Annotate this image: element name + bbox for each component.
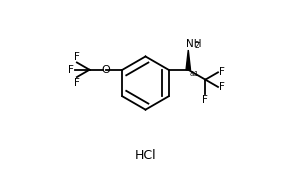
Polygon shape — [186, 50, 191, 70]
Text: O: O — [101, 65, 110, 75]
Text: F: F — [68, 65, 74, 75]
Text: F: F — [74, 78, 80, 88]
Text: F: F — [74, 52, 80, 62]
Text: F: F — [219, 67, 225, 77]
Text: &1: &1 — [189, 71, 199, 77]
Text: NH: NH — [186, 39, 202, 49]
Text: 2: 2 — [195, 41, 200, 50]
Text: F: F — [203, 95, 208, 105]
Text: HCl: HCl — [135, 149, 156, 162]
Text: F: F — [219, 82, 225, 92]
